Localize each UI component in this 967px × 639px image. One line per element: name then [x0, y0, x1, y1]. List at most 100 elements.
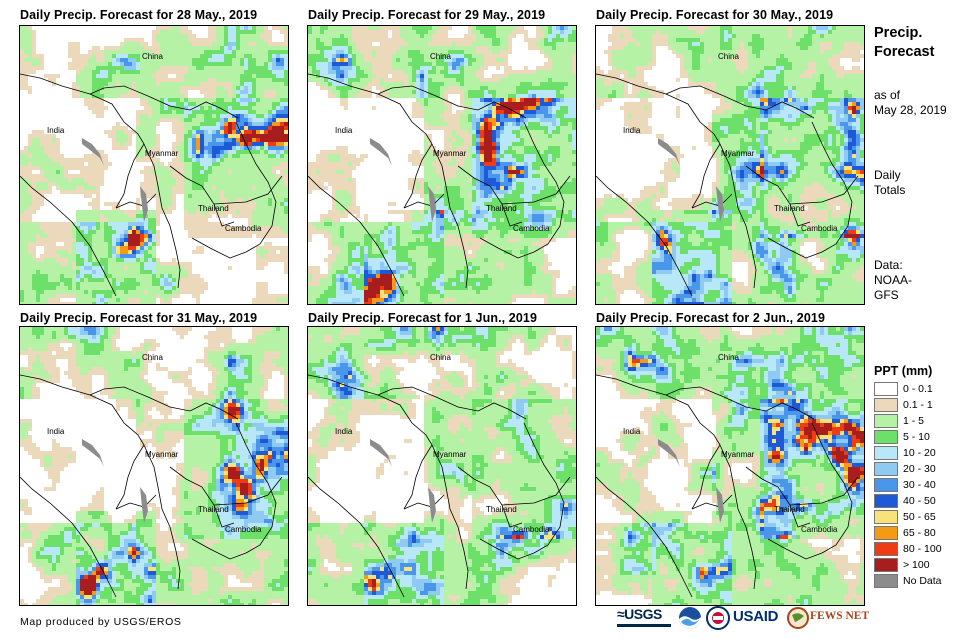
precip-raster	[20, 327, 288, 605]
precip-field: China India Myanmar Thailand Cambodia	[20, 327, 288, 605]
legend-swatch	[874, 542, 898, 556]
country-label-india: India	[335, 427, 353, 436]
forecast-map-6: China India Myanmar Thailand Cambodia	[595, 326, 865, 606]
map-credit: Map produced by USGS/EROS	[20, 616, 181, 628]
legend-item: 30 - 40	[874, 478, 964, 493]
precip-raster	[308, 26, 576, 304]
data-source-note: Data: NOAA- GFS	[874, 258, 912, 303]
legend-label: 5 - 10	[903, 430, 930, 444]
country-borders	[596, 73, 859, 297]
legend-swatch	[874, 478, 898, 492]
country-label-china: China	[430, 353, 451, 362]
legend-label: No Data	[903, 574, 942, 588]
sidebar-title: Precip. Forecast	[874, 24, 934, 62]
data-line3: GFS	[874, 288, 912, 303]
country-label-india: India	[623, 126, 641, 135]
legend-swatch	[874, 494, 898, 508]
as-of-line2: May 28, 2019	[874, 103, 947, 118]
usgs-logo-bar	[617, 624, 671, 627]
country-label-thailand: Thailand	[486, 505, 517, 514]
country-label-cambodia: Cambodia	[225, 525, 262, 534]
precip-field: China India Myanmar Thailand Cambodia	[596, 327, 864, 605]
country-label-myanmar: Myanmar	[721, 450, 755, 459]
panel-title-6: Daily Precip. Forecast for 2 Jun., 2019	[596, 311, 825, 325]
country-label-myanmar: Myanmar	[721, 149, 755, 158]
noaa-emblem-icon	[679, 607, 701, 629]
country-label-myanmar: Myanmar	[433, 450, 467, 459]
precip-raster	[20, 26, 288, 304]
legend-swatch	[874, 414, 898, 428]
country-label-india: India	[47, 427, 65, 436]
country-label-myanmar: Myanmar	[145, 450, 179, 459]
country-label-myanmar: Myanmar	[433, 149, 467, 158]
data-line1: Data:	[874, 258, 912, 273]
legend-item: > 100	[874, 558, 964, 573]
country-label-cambodia: Cambodia	[801, 224, 838, 233]
legend-item: 0 - 0.1	[874, 382, 964, 397]
legend-label: 0.1 - 1	[903, 398, 933, 412]
country-label-china: China	[142, 353, 163, 362]
usgs-logo: ≈USGS	[617, 606, 675, 632]
daily-line1: Daily	[874, 168, 905, 183]
precip-field: China India Myanmar Thailand Cambodia	[308, 327, 576, 605]
as-of-line1: as of	[874, 88, 947, 103]
legend-item: 10 - 20	[874, 446, 964, 461]
legend-swatch	[874, 446, 898, 460]
legend-label: 1 - 5	[903, 414, 924, 428]
legend-swatch	[874, 526, 898, 540]
country-label-thailand: Thailand	[198, 204, 229, 213]
legend-label: 80 - 100	[903, 542, 942, 556]
panel-title-4: Daily Precip. Forecast for 31 May., 2019	[20, 311, 257, 325]
usaid-logo-text: USAID	[733, 608, 778, 625]
sidebar-title-line1: Precip.	[874, 24, 934, 43]
legend-item: 65 - 80	[874, 526, 964, 541]
country-borders	[308, 73, 571, 297]
legend-label: 0 - 0.1	[903, 382, 933, 396]
legend-swatch	[874, 558, 898, 572]
country-label-china: China	[430, 52, 451, 61]
precip-raster	[596, 327, 864, 605]
panel-title-2: Daily Precip. Forecast for 29 May., 2019	[308, 8, 545, 22]
legend-title: PPT (mm)	[874, 364, 932, 378]
country-label-thailand: Thailand	[774, 204, 805, 213]
legend-label: 50 - 65	[903, 510, 936, 524]
precip-field: China India Myanmar Thailand Cambodia	[20, 26, 288, 304]
country-label-thailand: Thailand	[486, 204, 517, 213]
forecast-map-2: China India Myanmar Thailand Cambodia	[307, 25, 577, 305]
data-line2: NOAA-	[874, 273, 912, 288]
usaid-seal-icon	[706, 606, 730, 630]
forecast-map-3: China India Myanmar Thailand Cambodia	[595, 25, 865, 305]
legend-label: 10 - 20	[903, 446, 936, 460]
country-label-myanmar: Myanmar	[145, 149, 179, 158]
daily-line2: Totals	[874, 183, 905, 198]
country-label-china: China	[718, 353, 739, 362]
panel-title-5: Daily Precip. Forecast for 1 Jun., 2019	[308, 311, 537, 325]
country-label-thailand: Thailand	[198, 505, 229, 514]
country-label-cambodia: Cambodia	[513, 224, 550, 233]
country-label-cambodia: Cambodia	[513, 525, 550, 534]
usgs-logo-text: ≈USGS	[617, 606, 675, 622]
legend-label: 65 - 80	[903, 526, 936, 540]
country-label-china: China	[718, 52, 739, 61]
fews-logo-text: FEWS NET	[810, 610, 869, 622]
legend-item: 20 - 30	[874, 462, 964, 477]
legend-swatch	[874, 382, 898, 396]
legend-label: 30 - 40	[903, 478, 936, 492]
legend-item: 5 - 10	[874, 430, 964, 445]
forecast-map-1: China India Myanmar Thailand Cambodia	[19, 25, 289, 305]
country-label-india: India	[335, 126, 353, 135]
fews-globe-icon	[787, 607, 809, 629]
forecast-map-5: China India Myanmar Thailand Cambodia	[307, 326, 577, 606]
legend-label: > 100	[903, 558, 930, 572]
country-borders	[308, 374, 571, 598]
legend-label: 20 - 30	[903, 462, 936, 476]
fews-net-logo: FEWS NET	[787, 606, 869, 632]
precip-field: China India Myanmar Thailand Cambodia	[596, 26, 864, 304]
legend-swatch	[874, 462, 898, 476]
legend-swatch	[874, 574, 898, 588]
legend-item: No Data	[874, 574, 964, 589]
country-label-cambodia: Cambodia	[801, 525, 838, 534]
country-label-cambodia: Cambodia	[225, 224, 262, 233]
legend-item: 50 - 65	[874, 510, 964, 525]
country-borders	[596, 374, 859, 598]
